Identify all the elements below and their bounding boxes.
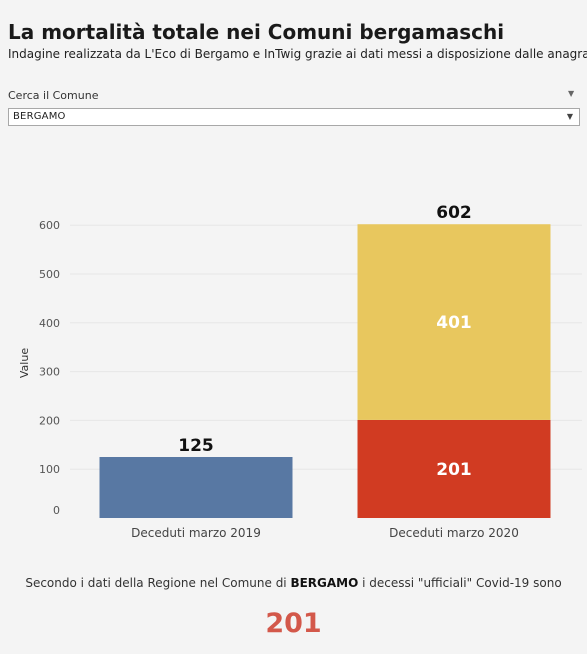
x-category-label: Deceduti marzo 2019: [131, 526, 261, 540]
y-tick-label: 200: [39, 414, 60, 427]
page-subtitle: Indagine realizzata da L'Eco di Bergamo …: [8, 47, 587, 61]
bar-total-label: 602: [436, 203, 472, 223]
y-tick-label: 400: [39, 317, 60, 330]
dropdown-arrow-icon[interactable]: ▼: [566, 112, 573, 121]
caret-down-icon[interactable]: ▼: [568, 89, 575, 98]
dropdown-selected-value: BERGAMO: [13, 111, 66, 122]
y-axis-label: Value: [18, 348, 31, 378]
footer-comune: BERGAMO: [290, 576, 359, 590]
comune-dropdown[interactable]: BERGAMO ▼: [8, 108, 580, 126]
y-tick-label: 600: [39, 219, 60, 232]
bar-segment-label: 201: [436, 460, 472, 480]
bar-segment: [357, 419, 551, 518]
mortality-bar-chart: 0 100 200 300 400 500 600 Value 125 Deceduti marz…: [18, 203, 582, 540]
y-tick-label: 0: [53, 504, 60, 517]
footer-text: Secondo i dati della Regione nel Comune …: [0, 576, 587, 590]
bar-segment: [357, 224, 551, 420]
footer-text-after: i decessi "ufficiali" Covid-19 sono: [358, 576, 562, 590]
y-tick-label: 500: [39, 268, 60, 281]
x-category-label: Deceduti marzo 2020: [389, 526, 519, 540]
footer-text-before: Secondo i dati della Regione nel Comune …: [25, 576, 291, 590]
filter-label: Cerca il Comune: [8, 89, 99, 102]
bar-total-label: 125: [178, 436, 214, 456]
y-tick-label: 100: [39, 463, 60, 476]
bar-segment: [99, 457, 293, 518]
covid-deaths-value: 201: [265, 608, 322, 639]
page-title: La mortalità totale nei Comuni bergamasc…: [8, 20, 505, 44]
y-tick-label: 300: [39, 366, 60, 379]
bar-segment-label: 401: [436, 313, 472, 333]
